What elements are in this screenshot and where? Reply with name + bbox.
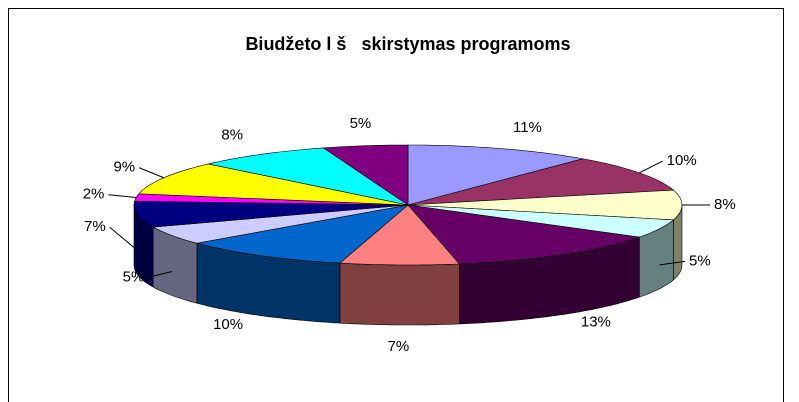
pie-slice — [407, 158, 675, 206]
pie-slice — [407, 144, 583, 206]
data-label: 7% — [84, 218, 106, 235]
pie-slice — [322, 144, 409, 206]
leader-line — [109, 226, 138, 251]
data-label: 10% — [667, 152, 697, 169]
pie-slice — [407, 204, 675, 238]
leader-line — [138, 167, 165, 179]
leader-line — [108, 194, 137, 198]
data-label: 2% — [83, 186, 105, 203]
data-label: 8% — [714, 196, 736, 213]
data-label: 8% — [221, 127, 243, 144]
pie-side — [339, 262, 460, 326]
data-label: 5% — [689, 252, 711, 269]
data-label: 13% — [581, 313, 611, 330]
data-label: 9% — [113, 159, 135, 176]
data-label: 5% — [123, 268, 145, 285]
data-label: 7% — [388, 338, 410, 355]
leader-line — [639, 160, 663, 174]
pie-slice — [152, 204, 409, 244]
pie-slice — [133, 200, 409, 228]
leader-line — [659, 260, 686, 266]
pie-slice — [196, 204, 410, 264]
pie-slice — [138, 163, 409, 206]
data-label: 11% — [513, 119, 542, 136]
data-label: 5% — [350, 115, 372, 132]
chart-title: Biudžeto l š skirstymas programoms — [245, 34, 570, 54]
pie-slice — [407, 204, 640, 265]
data-label: 10% — [213, 316, 243, 333]
pie-slice — [339, 204, 460, 266]
pie-slice — [208, 147, 409, 206]
leader-line — [148, 271, 173, 278]
